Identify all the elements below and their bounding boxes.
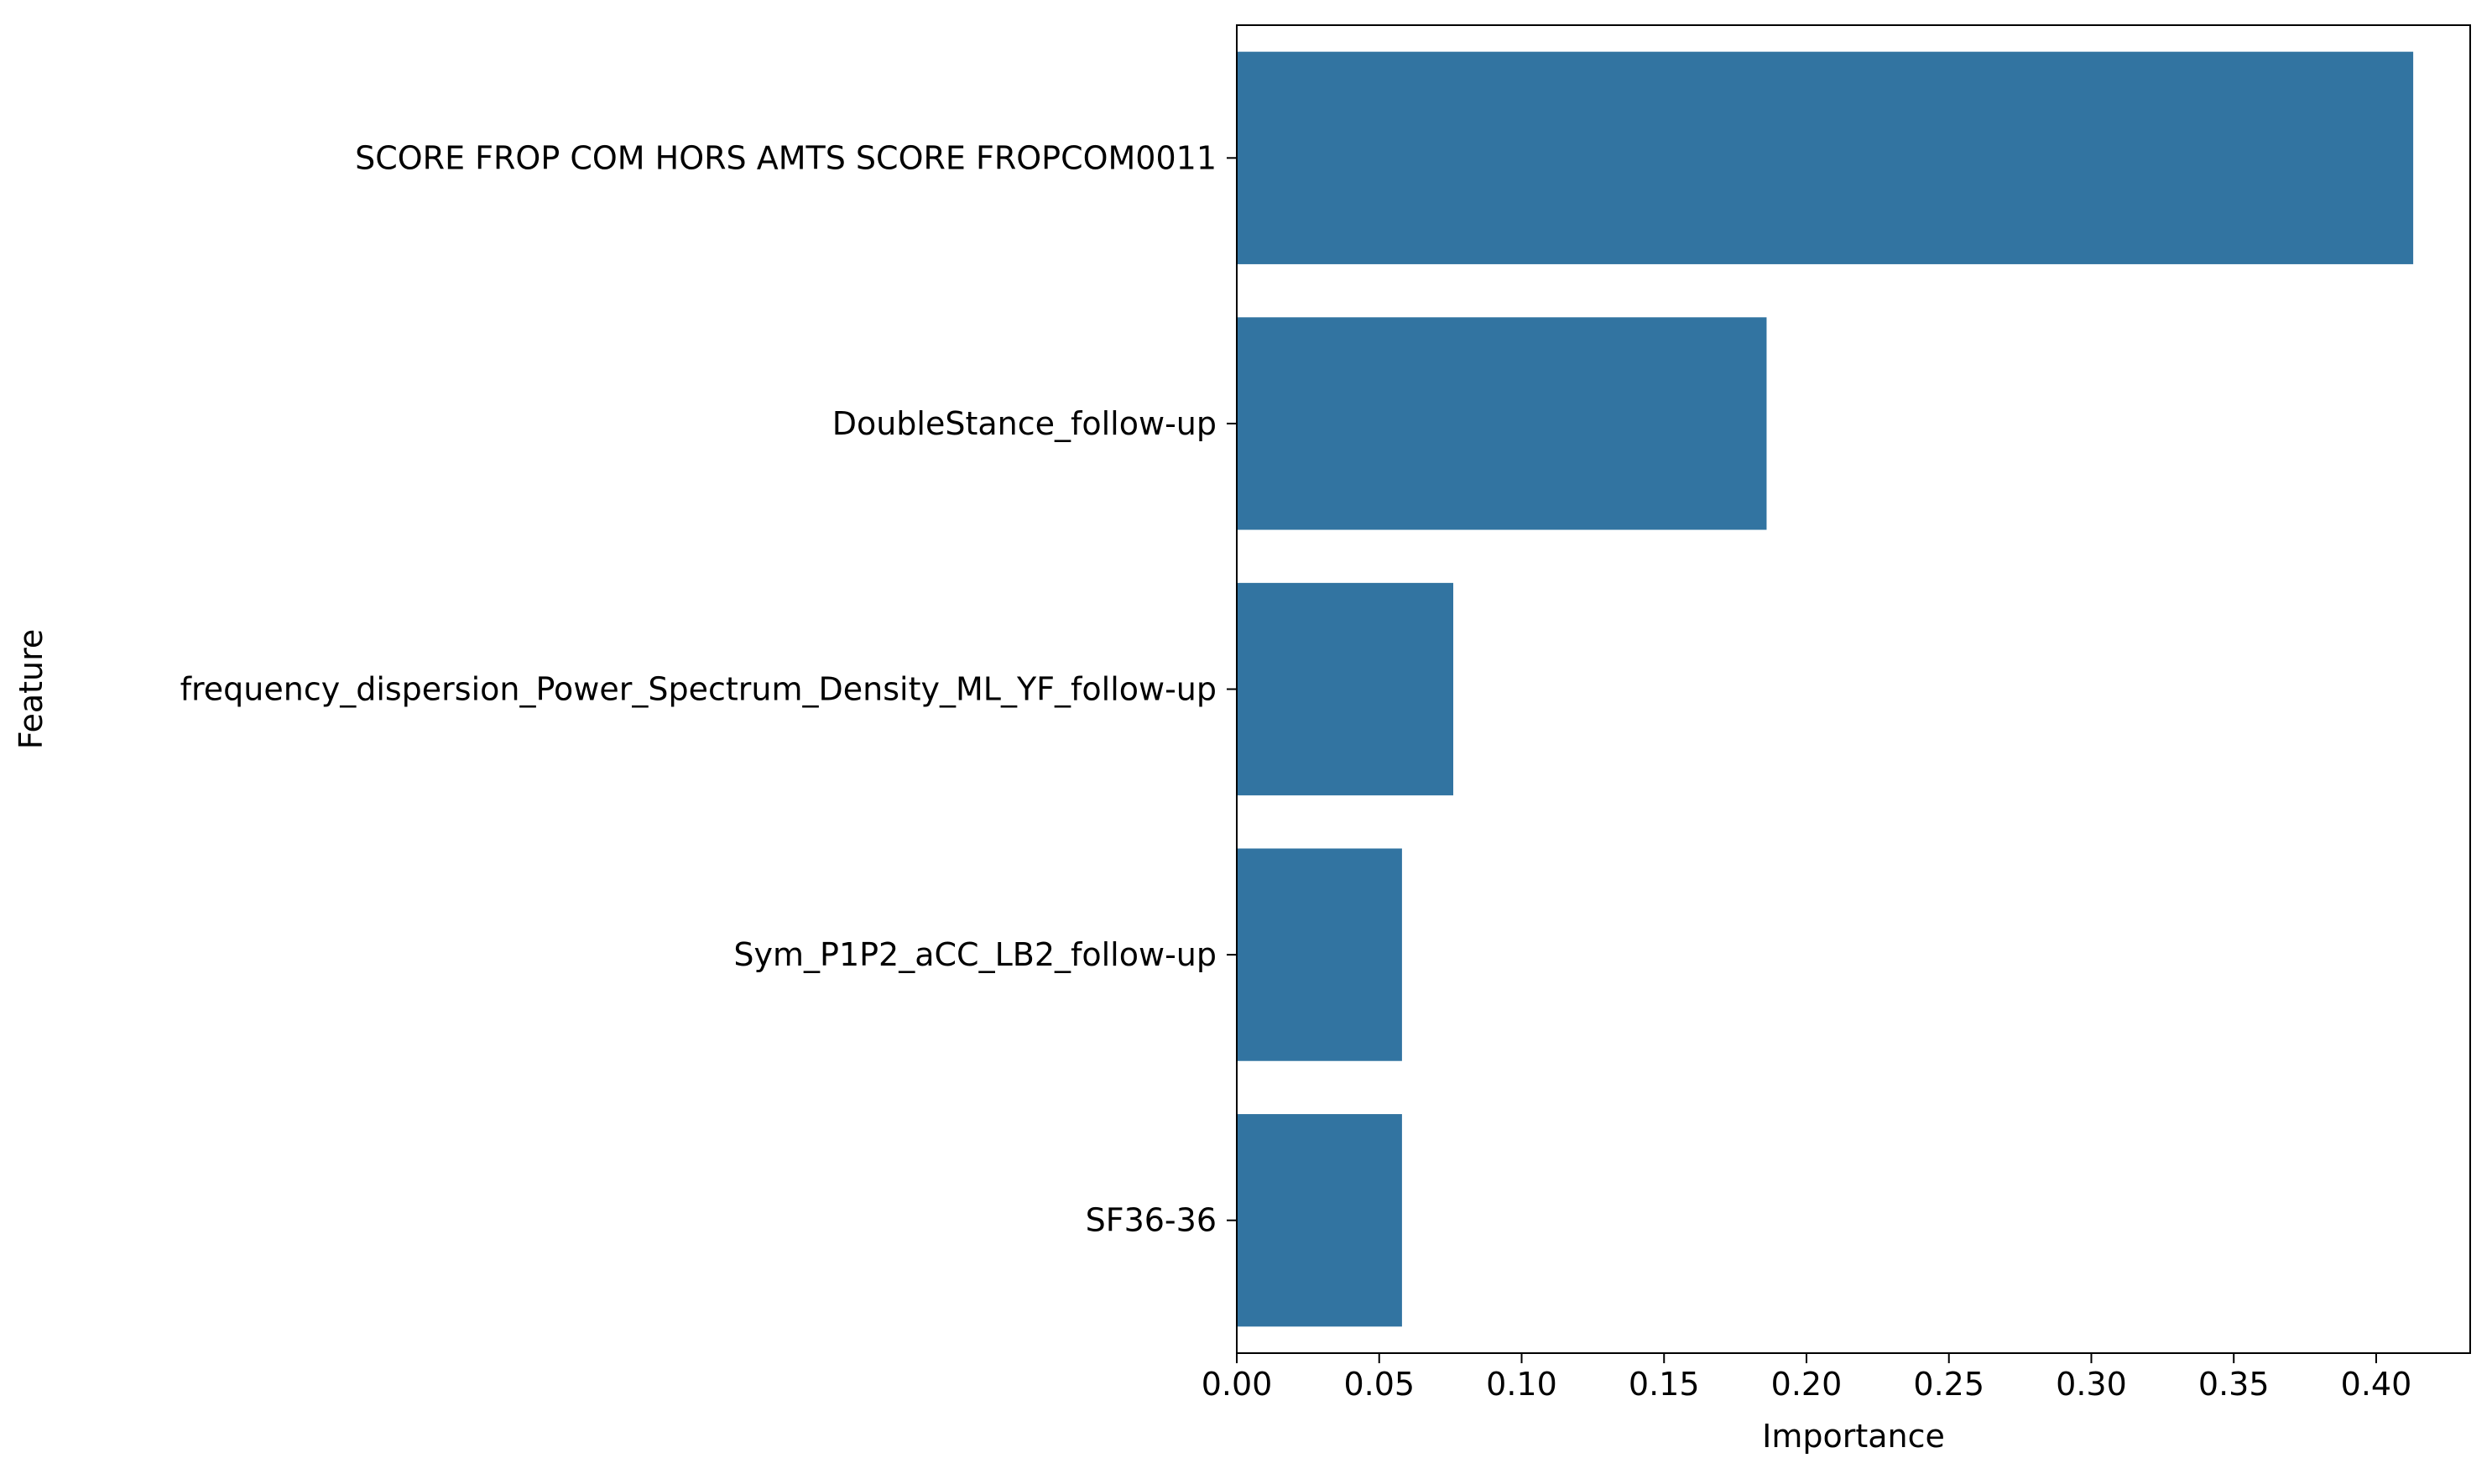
y-tick-label: SF36-36	[1086, 1202, 1217, 1239]
y-tick-label: Sym_P1P2_aCC_LB2_follow-up	[733, 936, 1217, 973]
y-tick-label: DoubleStance_follow-up	[832, 405, 1217, 442]
x-tick-label: 0.30	[2056, 1366, 2127, 1403]
x-tick-label: 0.05	[1343, 1366, 1415, 1403]
y-axis-ticks: SCORE FROP COM HORS AMTS SCORE FROPCOM00…	[180, 139, 1237, 1239]
x-tick-label: 0.20	[1771, 1366, 1843, 1403]
bar-3	[1237, 848, 1402, 1061]
y-tick-label: SCORE FROP COM HORS AMTS SCORE FROPCOM00…	[355, 139, 1217, 176]
bar-0	[1237, 51, 2414, 264]
x-axis-label: Importance	[1762, 1418, 1945, 1455]
plot-frame	[1236, 24, 2471, 1354]
x-tick-label: 0.00	[1202, 1366, 1273, 1403]
x-tick-label: 0.40	[2341, 1366, 2412, 1403]
bar-4	[1237, 1114, 1402, 1327]
y-axis-label: Feature	[13, 629, 50, 750]
x-tick-label: 0.15	[1629, 1366, 1700, 1403]
y-tick-label: frequency_dispersion_Power_Spectrum_Dens…	[180, 671, 1217, 708]
x-tick-label: 0.25	[1913, 1366, 1984, 1403]
x-axis-ticks: 0.00 0.05 0.10 0.15 0.20 0.25 0.30 0.35 0.40	[1202, 1353, 2412, 1403]
x-tick-label: 0.35	[2198, 1366, 2270, 1403]
bar-1	[1237, 317, 1767, 530]
bar-group	[1237, 51, 2414, 1327]
bar-2	[1237, 582, 1454, 796]
x-tick-label: 0.10	[1486, 1366, 1557, 1403]
